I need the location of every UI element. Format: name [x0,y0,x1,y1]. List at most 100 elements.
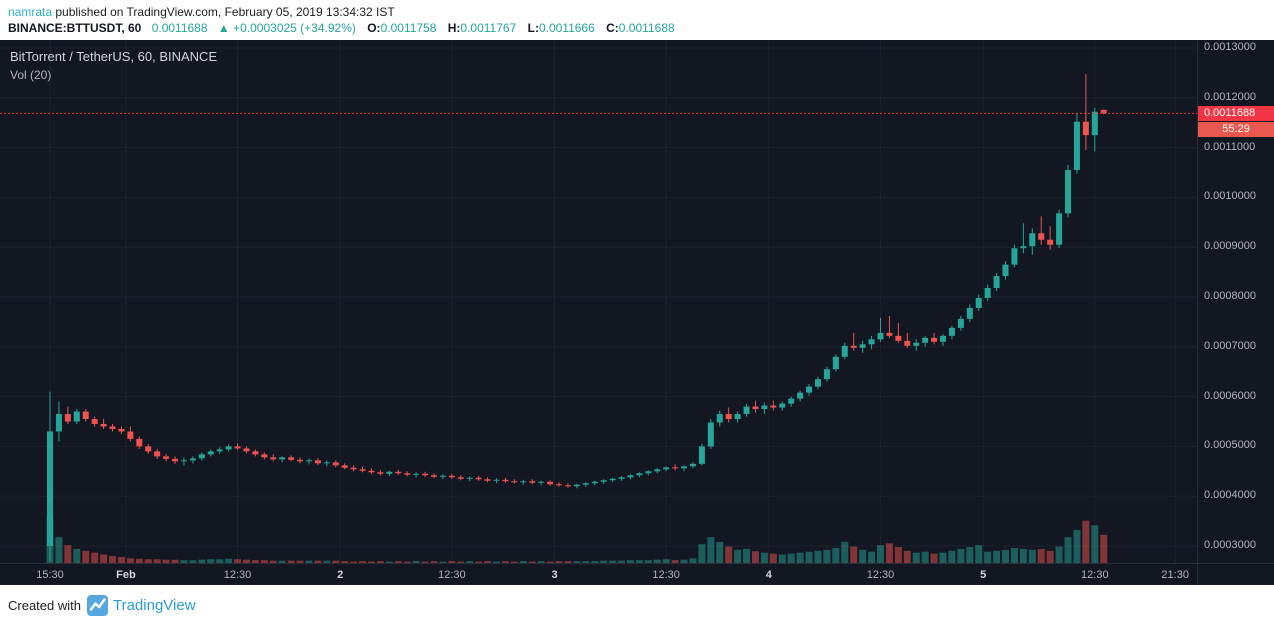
volume-bar [448,561,456,563]
volume-bar [760,552,768,563]
candle-body [689,463,696,467]
volume-bar [55,537,63,563]
candle-body [314,460,321,464]
volume-bar [868,551,876,563]
candlestick-chart-canvas[interactable] [0,40,1274,585]
candle-body [993,276,1000,289]
candle-body [823,369,830,380]
candle-body [163,456,170,459]
volume-bars-layer [46,516,1108,563]
volume-bar [100,554,108,563]
volume-bar [153,559,161,563]
volume-bar [117,556,125,563]
candle-body [82,411,89,420]
volume-bar [743,548,751,563]
volume-bar [939,552,947,563]
time-tick-label: 4 [765,569,772,581]
candle-body [806,386,813,393]
change-value: +0.0003025 (+34.92%) [233,21,356,35]
volume-bar [751,551,759,563]
candle-body [502,479,509,482]
tradingview-logo-icon[interactable] [86,594,108,616]
candle-body [270,457,277,460]
candle-body [832,356,839,370]
published-text: published on TradingView.com, February 0… [52,5,395,19]
candle-body [189,458,196,461]
volume-bar [1037,548,1045,563]
chart-legend: BitTorrent / TetherUS, 60, BINANCE Vol (… [10,49,217,82]
candle-body [323,462,330,464]
volume-bar [269,560,277,563]
volume-bar [805,551,813,563]
chart-region[interactable]: BitTorrent / TetherUS, 60, BINANCE Vol (… [0,40,1274,585]
candle-body [895,335,902,341]
candle-body [654,469,661,472]
volume-bar [626,560,634,563]
volume-bar [430,561,438,563]
candle-body [377,472,384,474]
candle-body [975,297,982,308]
legend-symbol-title[interactable]: BitTorrent / TetherUS, 60, BINANCE [10,49,218,64]
volume-bar [510,561,518,563]
time-tick-label: 12:30 [223,569,252,581]
candle-body [430,475,437,477]
candle-body [395,471,402,474]
candle-body [1100,109,1107,114]
volume-bar [698,544,706,563]
candle-body [618,477,625,479]
volume-bar [850,546,858,563]
volume-bar [1073,530,1081,563]
symbol-interval-label: BINANCE:BTTUSDT, 60 [8,21,142,35]
candle-body [404,473,411,475]
volume-bar [1100,534,1108,563]
candle-body [734,414,741,420]
candle-body [225,446,232,450]
candle-body [109,426,116,429]
current-price-badge: 0.0011688 [1198,106,1274,122]
candle-body [350,467,357,470]
volume-bar [385,561,393,563]
candle-body [707,422,714,447]
volume-bar [618,560,626,563]
candle-body [573,484,580,487]
tradingview-brand-link[interactable]: TradingView [112,596,196,614]
volume-bar [1028,549,1036,563]
volume-bar [841,541,849,563]
candle-body [466,477,473,479]
candle-body [207,451,214,455]
candle-body [672,467,679,469]
candle-body [868,339,875,345]
candle-body [1065,170,1072,214]
volume-bar [73,548,81,563]
volume-bar [225,558,233,563]
high-value: 0.0011767 [460,21,517,35]
volume-bar [644,560,652,563]
volume-bar [1010,547,1018,563]
candle-body [180,460,187,462]
volume-bar [823,549,831,563]
volume-bar [707,537,715,563]
candle-body [591,481,598,484]
username-link[interactable]: namrata [8,5,53,19]
time-tick-label: 15:30 [36,569,64,581]
candle-body [100,423,107,427]
candle-body [1002,264,1009,277]
candle-body [118,428,125,432]
grid-layer [0,40,1197,563]
candle-body [198,454,205,459]
candle-body [1073,121,1080,171]
volume-bar [126,558,134,563]
candle-body [564,485,571,487]
candle-body [698,446,705,464]
volume-bar [144,559,152,563]
footer: Created with TradingView [0,585,1274,625]
price-tick-label: 0.0003000 [1204,539,1256,551]
volume-bar [903,550,911,563]
candle-body [91,419,98,424]
candle-body [1047,239,1054,245]
candle-body [1082,121,1089,136]
candle-body [1011,248,1018,265]
volume-bar [832,547,840,563]
legend-volume-indicator[interactable]: Vol (20) [10,68,52,82]
candle-body [886,332,893,336]
